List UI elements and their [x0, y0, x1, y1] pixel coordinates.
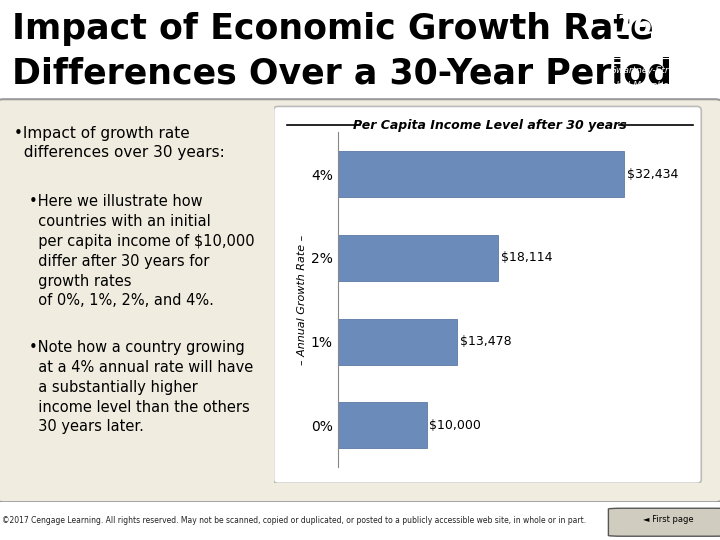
Bar: [338, 235, 498, 281]
Bar: [338, 151, 624, 197]
FancyBboxPatch shape: [608, 508, 720, 536]
Text: Differences Over a 30-Year Period: Differences Over a 30-Year Period: [12, 56, 671, 90]
Text: $10,000: $10,000: [429, 418, 481, 432]
Text: Copyright ©2017 Cengage Learning. All rights reserved. May not be scanned, copie: Copyright ©2017 Cengage Learning. All ri…: [0, 516, 585, 525]
Text: •Impact of growth rate
  differences over 30 years:: •Impact of growth rate differences over …: [14, 125, 225, 160]
Text: $18,114: $18,114: [501, 251, 552, 265]
Text: ◄ First page: ◄ First page: [643, 515, 693, 524]
FancyBboxPatch shape: [0, 99, 720, 502]
Text: $13,478: $13,478: [460, 335, 511, 348]
Text: edition: edition: [617, 39, 679, 58]
Text: $32,434: $32,434: [627, 167, 678, 181]
Text: Per Capita Income Level after 30 years: Per Capita Income Level after 30 years: [353, 119, 626, 132]
Bar: [338, 319, 457, 364]
Text: th: th: [674, 10, 690, 24]
FancyBboxPatch shape: [274, 106, 701, 483]
Text: •Note how a country growing
  at a 4% annual rate will have
  a substantially hi: •Note how a country growing at a 4% annu…: [29, 340, 253, 434]
Text: Impact of Economic Growth Rate: Impact of Economic Growth Rate: [12, 12, 653, 46]
Text: Gwartney-Stroup: Gwartney-Stroup: [610, 66, 686, 76]
Text: 16: 16: [614, 13, 653, 41]
Y-axis label: – Annual Growth Rate –: – Annual Growth Rate –: [297, 234, 307, 365]
Text: Sobel-Macpherson: Sobel-Macpherson: [606, 81, 690, 90]
Text: •Here we illustrate how
  countries with an initial
  per capita income of $10,0: •Here we illustrate how countries with a…: [29, 194, 254, 308]
Bar: [338, 402, 426, 448]
